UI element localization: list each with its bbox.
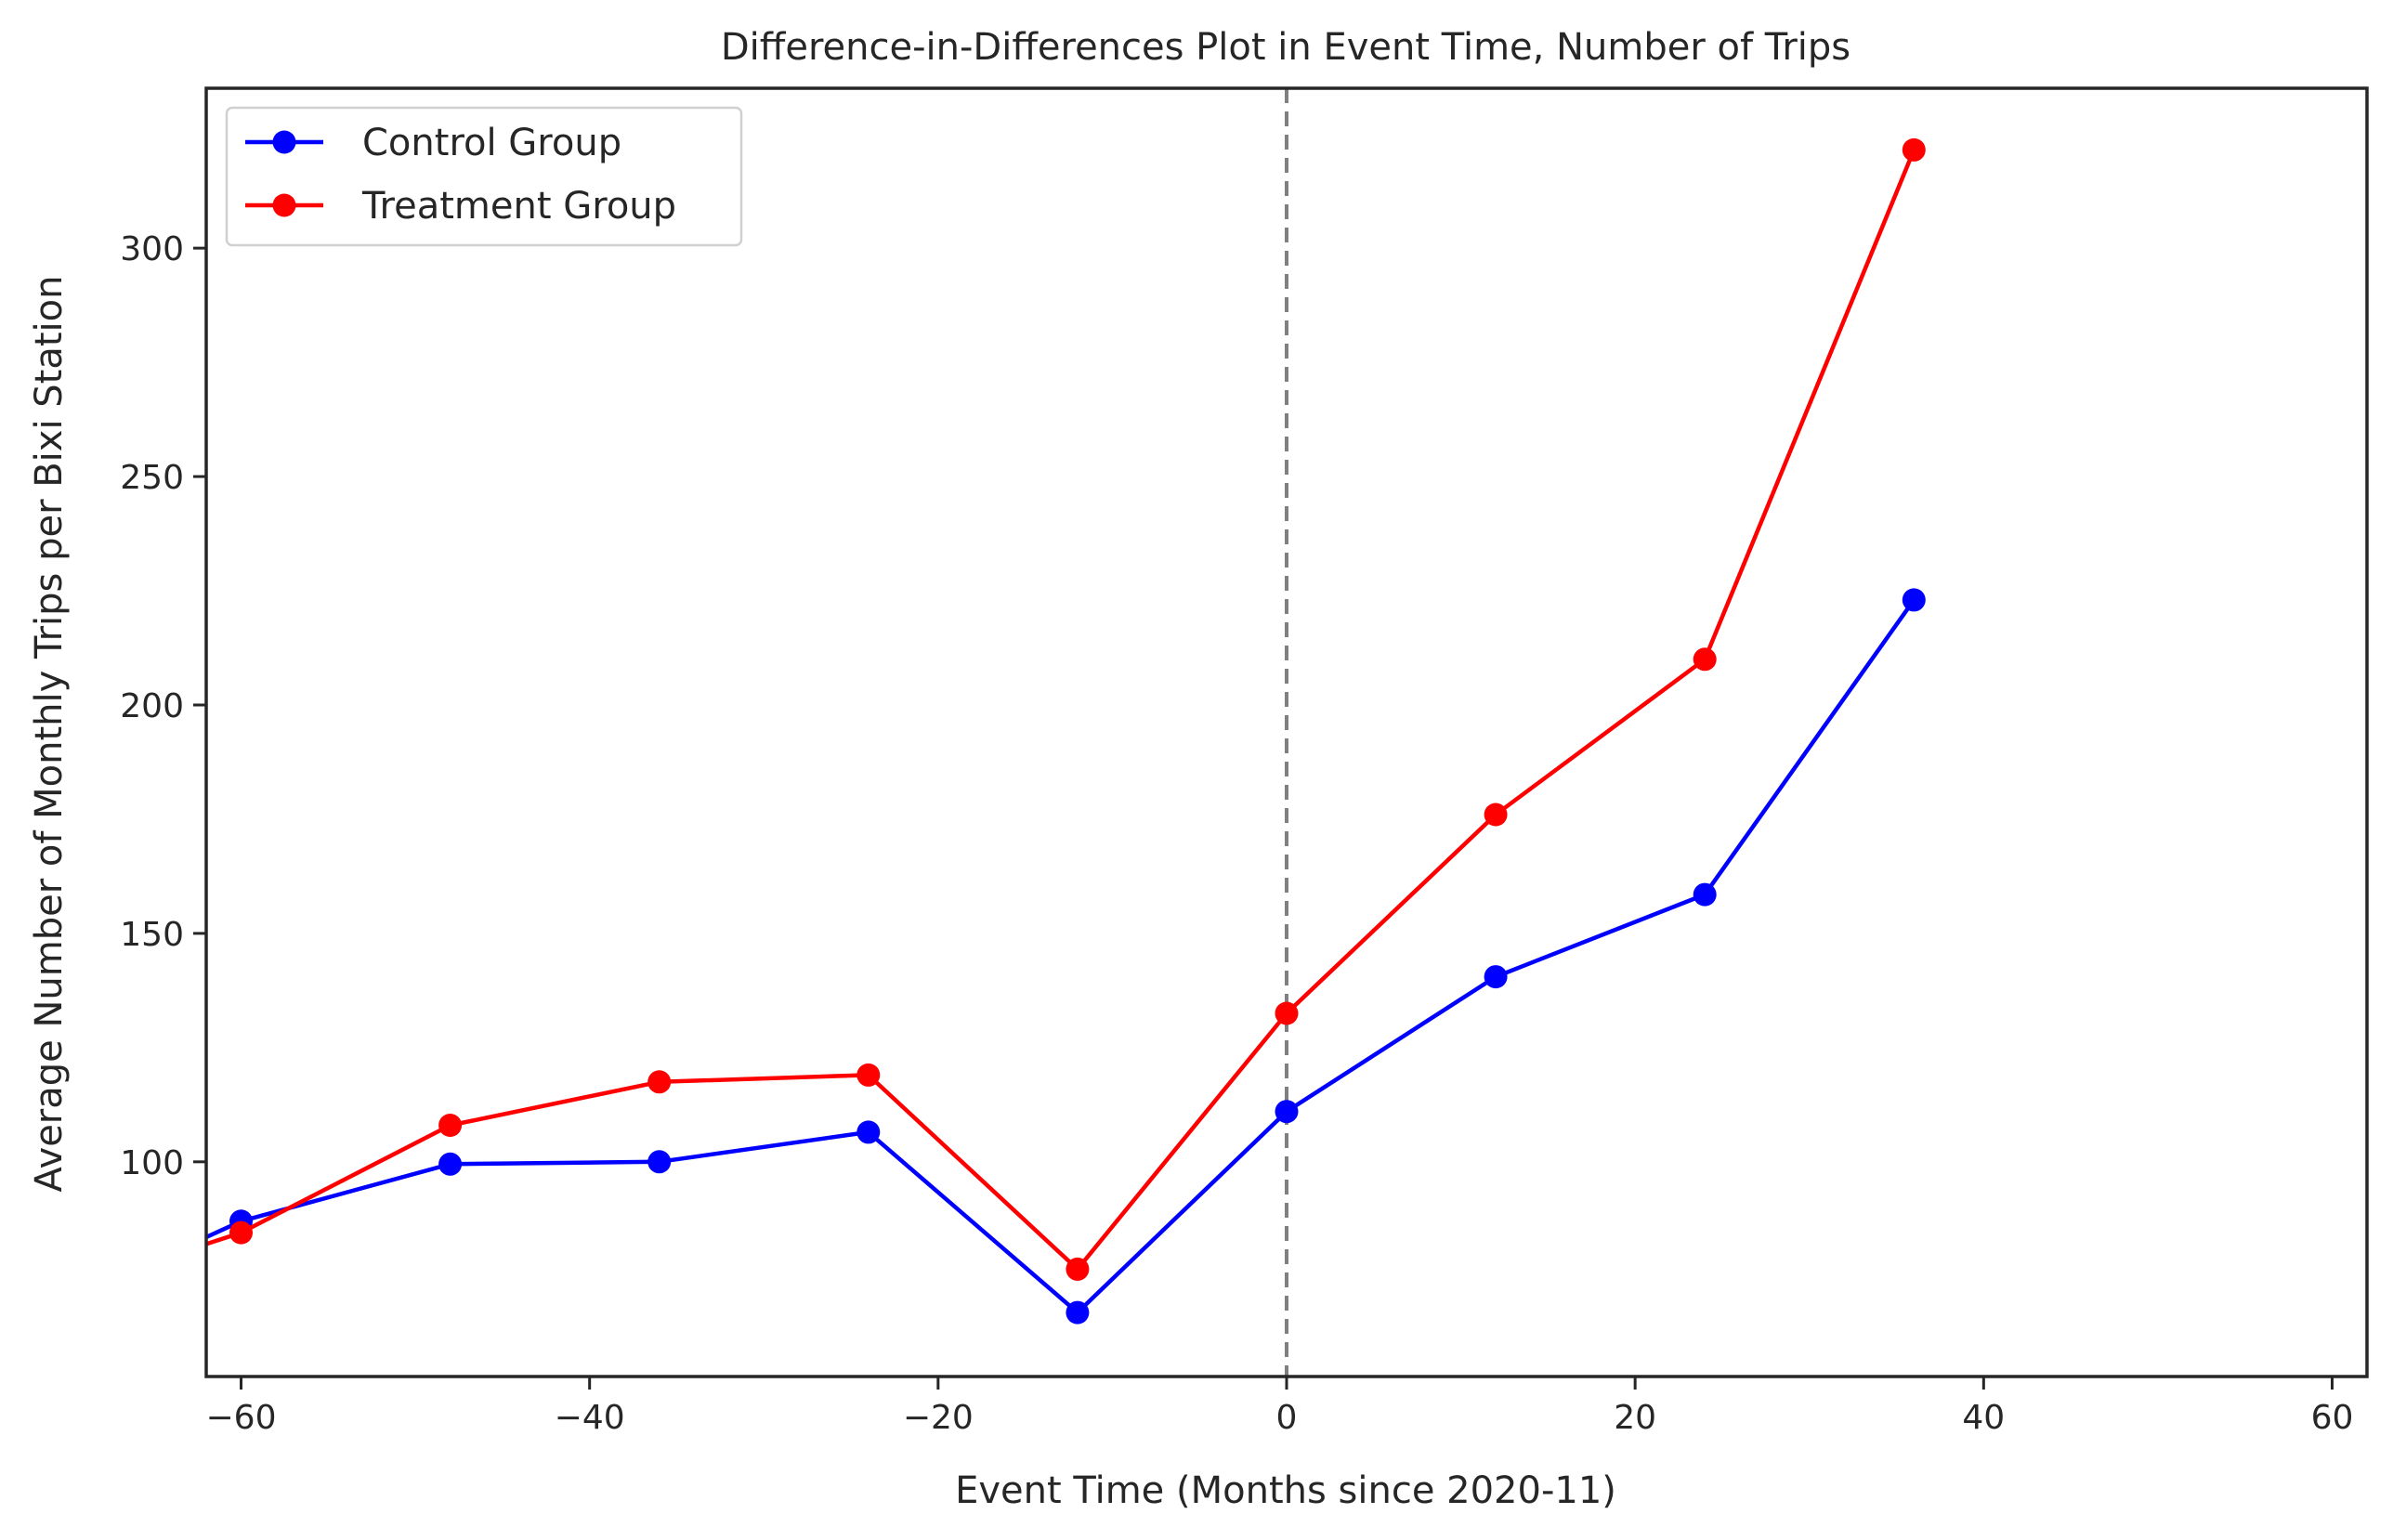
legend-label: Treatment Group: [361, 185, 676, 228]
series-0-point: [1693, 882, 1717, 907]
x-tick-label: −40: [555, 1399, 625, 1437]
chart-title: Difference-in-Differences Plot in Event …: [721, 26, 1850, 69]
series-1-point: [1693, 647, 1717, 672]
series-1-point: [1902, 137, 1926, 162]
series-line-0: [206, 598, 1916, 1315]
series-1-point: [647, 1070, 672, 1094]
series-0-point: [857, 1120, 881, 1144]
series-0-point: [1275, 1100, 1299, 1124]
x-tick-label: 40: [1962, 1399, 2005, 1437]
y-tick-label: 300: [120, 230, 184, 268]
series-line-1: [206, 149, 1916, 1272]
x-axis: −60 −40 −20 0 20 40 60: [206, 1377, 2354, 1437]
legend-marker: [272, 130, 296, 154]
x-tick-label: 60: [2311, 1399, 2354, 1437]
x-tick-label: −60: [206, 1399, 277, 1437]
legend-marker: [272, 193, 296, 217]
series-1-point: [1275, 1001, 1299, 1025]
series-0-point: [647, 1150, 672, 1174]
y-tick-label: 200: [120, 687, 184, 725]
x-tick-label: 20: [1614, 1399, 1656, 1437]
plot-frame: [204, 86, 2369, 1378]
series-1-point: [1066, 1257, 1090, 1281]
series-0-point: [1902, 588, 1926, 612]
x-tick-label: −20: [903, 1399, 974, 1437]
series-1-point: [229, 1220, 253, 1245]
legend-label: Control Group: [362, 122, 621, 164]
series-0-point: [1484, 965, 1508, 989]
series-1-point: [438, 1114, 463, 1137]
y-tick-label: 150: [120, 916, 184, 954]
series-0-point: [438, 1152, 463, 1176]
y-axis-label: Average Number of Monthly Trips per Bixi…: [28, 276, 71, 1193]
plot-area: [206, 88, 1926, 1377]
series-0-point: [1066, 1300, 1090, 1325]
y-tick-label: 100: [120, 1144, 184, 1182]
y-tick-label: 250: [120, 459, 184, 497]
series-1-point: [1484, 803, 1508, 827]
x-axis-label: Event Time (Months since 2020-11): [955, 1469, 1616, 1512]
legend: Control Group Treatment Group: [225, 106, 743, 247]
series-1-point: [857, 1063, 881, 1087]
x-tick-label: 0: [1276, 1399, 1298, 1437]
legend-box: [225, 106, 743, 247]
y-axis: 100 150 200 250 300: [120, 230, 206, 1182]
